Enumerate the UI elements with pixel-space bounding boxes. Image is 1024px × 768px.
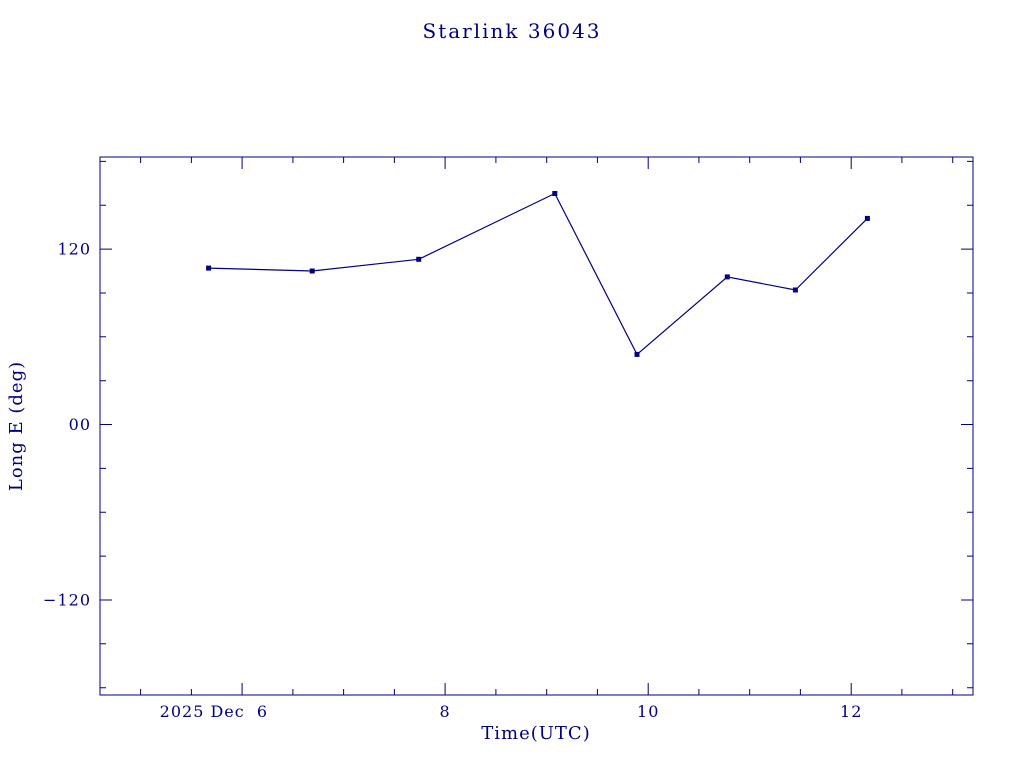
- y-axis-label: Long E (deg): [6, 361, 27, 491]
- data-point-marker: [416, 256, 422, 262]
- data-point-marker: [864, 215, 870, 221]
- x-axis-label: Time(UTC): [481, 723, 590, 744]
- frame-border: [99, 156, 974, 696]
- data-line: [208, 192, 868, 356]
- data-point-marker: [634, 351, 640, 357]
- axis-ticks: [100, 157, 973, 695]
- axis-tick-labels: 2025 Dec 6 8 10 12 120 00 −120: [43, 240, 862, 721]
- chart-title: Starlink 36043: [423, 19, 602, 43]
- y-tick-label: 120: [57, 240, 91, 259]
- plot-frame: [99, 156, 974, 696]
- data-point-marker: [552, 191, 558, 196]
- data-point-marker: [309, 268, 315, 274]
- x-tick-label: 8: [440, 702, 451, 721]
- x-tick-label: 12: [840, 702, 862, 721]
- data-point-marker: [206, 265, 212, 271]
- data-point-marker: [724, 274, 730, 280]
- x-tick-label: 10: [637, 702, 659, 721]
- data-series-longitude: [206, 191, 870, 357]
- data-point-marker: [792, 287, 798, 293]
- y-tick-label: −120: [43, 591, 91, 610]
- x-tick-label: 2025 Dec 6: [160, 702, 268, 721]
- tick-marks: [100, 157, 973, 695]
- y-tick-label: 00: [69, 415, 91, 434]
